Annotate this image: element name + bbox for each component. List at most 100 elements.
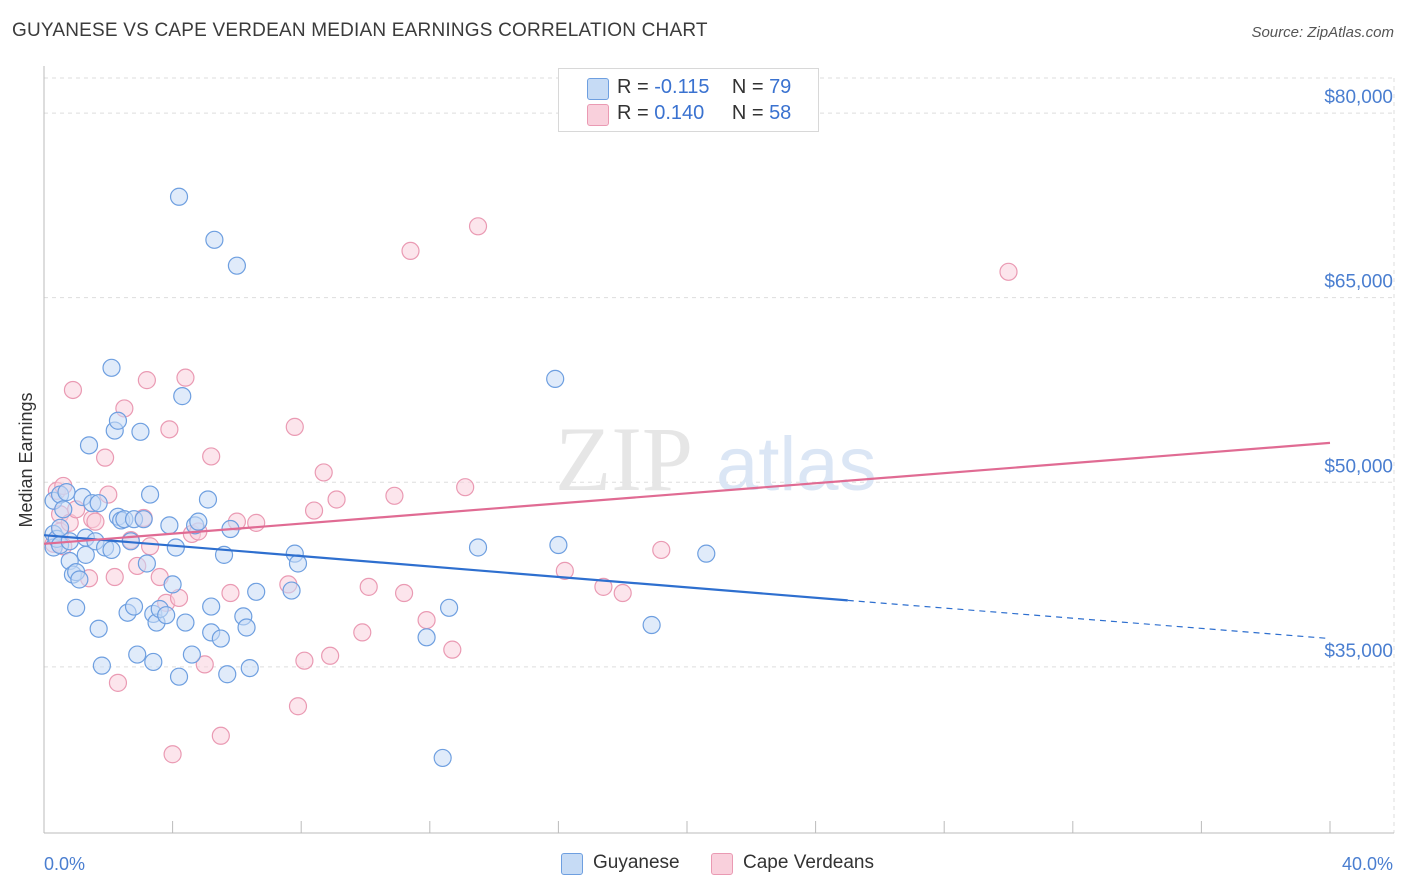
guyanese-point xyxy=(67,598,86,617)
correlation-legend: R = -0.115 N = 79 R = 0.140 N = 58 xyxy=(558,68,819,132)
guyanese-point xyxy=(237,618,256,637)
guyanese-point xyxy=(288,554,308,573)
x-tick-label: 40.0% xyxy=(1342,854,1393,874)
n-value: 58 xyxy=(769,102,792,124)
cape-verdeans-point xyxy=(285,417,304,436)
cape-verdeans-point xyxy=(86,512,105,531)
watermark-zip: ZIP xyxy=(555,408,693,510)
cape-verdeans-point xyxy=(211,726,230,745)
x-tick-labels: 0.0% 40.0% xyxy=(44,854,1393,874)
guyanese-point xyxy=(157,606,176,625)
source-label: Source: ZipAtlas.com xyxy=(1251,24,1394,41)
guyanese-point xyxy=(697,544,716,563)
guyanese-point xyxy=(439,598,459,617)
cape-verdeans-point xyxy=(163,745,182,764)
cape-verdeans-point xyxy=(137,371,156,390)
guyanese-point xyxy=(211,629,230,648)
guyanese-point xyxy=(546,369,565,388)
cape-verdeans-point xyxy=(385,486,404,505)
axes xyxy=(43,66,1394,834)
cape-verdeans-point xyxy=(288,697,308,716)
cape-verdeans-point xyxy=(195,655,214,674)
y-tick-label: $50,000 xyxy=(1324,456,1393,477)
cape-verdeans-legend-label: Cape Verdeans xyxy=(743,852,874,873)
guyanese-point xyxy=(166,538,185,557)
guyanese-point xyxy=(182,645,201,664)
cape-verdeans-point xyxy=(304,501,324,520)
guyanese-point xyxy=(144,652,163,672)
n-value: 79 xyxy=(769,76,792,98)
cape-verdeans-point xyxy=(359,577,378,596)
guyanese-point xyxy=(202,597,221,616)
guyanese-point xyxy=(468,538,488,557)
guyanese-point xyxy=(176,613,195,632)
guyanese-point xyxy=(128,645,147,664)
cape-verdeans-swatch xyxy=(587,104,609,126)
guyanese-point xyxy=(124,597,144,616)
guyanese-point xyxy=(417,628,436,647)
guyanese-trend-line xyxy=(43,534,848,602)
cape-verdeans-point xyxy=(202,447,221,466)
guyanese-point xyxy=(102,540,121,560)
cape-verdeans-point xyxy=(353,623,372,642)
trend-lines xyxy=(43,441,1331,640)
guyanese-point xyxy=(240,658,259,678)
r-label: R = xyxy=(617,76,649,98)
cape-verdeans-point xyxy=(327,490,346,509)
cape-verdeans-point xyxy=(555,561,574,580)
y-tick-label: $80,000 xyxy=(1324,87,1393,108)
cape-verdeans-point xyxy=(176,368,195,387)
cape-verdeans-point xyxy=(108,673,128,692)
guyanese-point xyxy=(137,554,156,573)
cape-verdeans-point xyxy=(401,241,420,261)
cape-verdeans-point xyxy=(443,640,462,659)
cape-verdeans-point xyxy=(417,610,436,630)
guyanese-legend-label: Guyanese xyxy=(593,852,680,873)
guyanese-point xyxy=(102,358,121,377)
y-tick-label: $35,000 xyxy=(1324,641,1393,662)
guyanese-point xyxy=(57,483,76,502)
n-label: N = xyxy=(731,102,764,124)
y-tick-label: $65,000 xyxy=(1324,272,1393,293)
cape-verdeans-trend-line xyxy=(43,441,1331,545)
guyanese-point xyxy=(433,748,452,768)
guyanese-point xyxy=(140,485,160,504)
cape-verdeans-point xyxy=(160,420,179,439)
guyanese-trend-extension xyxy=(847,599,1331,640)
guyanese-point xyxy=(79,436,99,455)
cape-verdeans-point xyxy=(999,262,1018,281)
guyanese-point xyxy=(89,494,108,513)
r-label: R = xyxy=(617,102,649,124)
guyanese-point xyxy=(54,500,73,519)
guyanese-point xyxy=(173,387,192,406)
cape-verdeans-point xyxy=(321,646,340,665)
y-tick-labels: $35,000 $50,000 $65,000 $80,000 xyxy=(1324,87,1393,662)
cape-verdeans-point xyxy=(456,478,475,497)
cape-verdeans-point xyxy=(295,651,314,670)
cape-verdeans-point xyxy=(105,567,124,587)
guyanese-point xyxy=(131,422,150,441)
guyanese-point xyxy=(76,545,95,564)
cape-verdeans-point xyxy=(95,448,115,467)
guyanese-point xyxy=(247,582,266,601)
y-axis-label: Median Earnings xyxy=(16,392,36,527)
watermark-atlas: atlas xyxy=(716,422,877,507)
cape-verdeans-point xyxy=(140,537,160,556)
guyanese-point xyxy=(169,187,189,206)
cape-verdeans-point xyxy=(394,583,414,603)
guyanese-swatch xyxy=(587,78,609,100)
cape-verdeans-point xyxy=(468,217,488,236)
guyanese-point xyxy=(160,516,179,535)
guyanese-point xyxy=(89,619,108,638)
guyanese-point xyxy=(549,535,568,555)
cape-verdeans-point xyxy=(314,463,333,482)
cape-verdeans-point xyxy=(221,583,240,603)
guyanese-point xyxy=(642,615,661,635)
guyanese-point xyxy=(189,512,208,531)
guyanese-point xyxy=(163,575,182,594)
guyanese-point xyxy=(205,230,224,249)
cape-verdeans-point xyxy=(63,380,83,400)
cape-verdeans-point xyxy=(613,583,632,603)
r-value: -0.115 xyxy=(654,76,710,98)
